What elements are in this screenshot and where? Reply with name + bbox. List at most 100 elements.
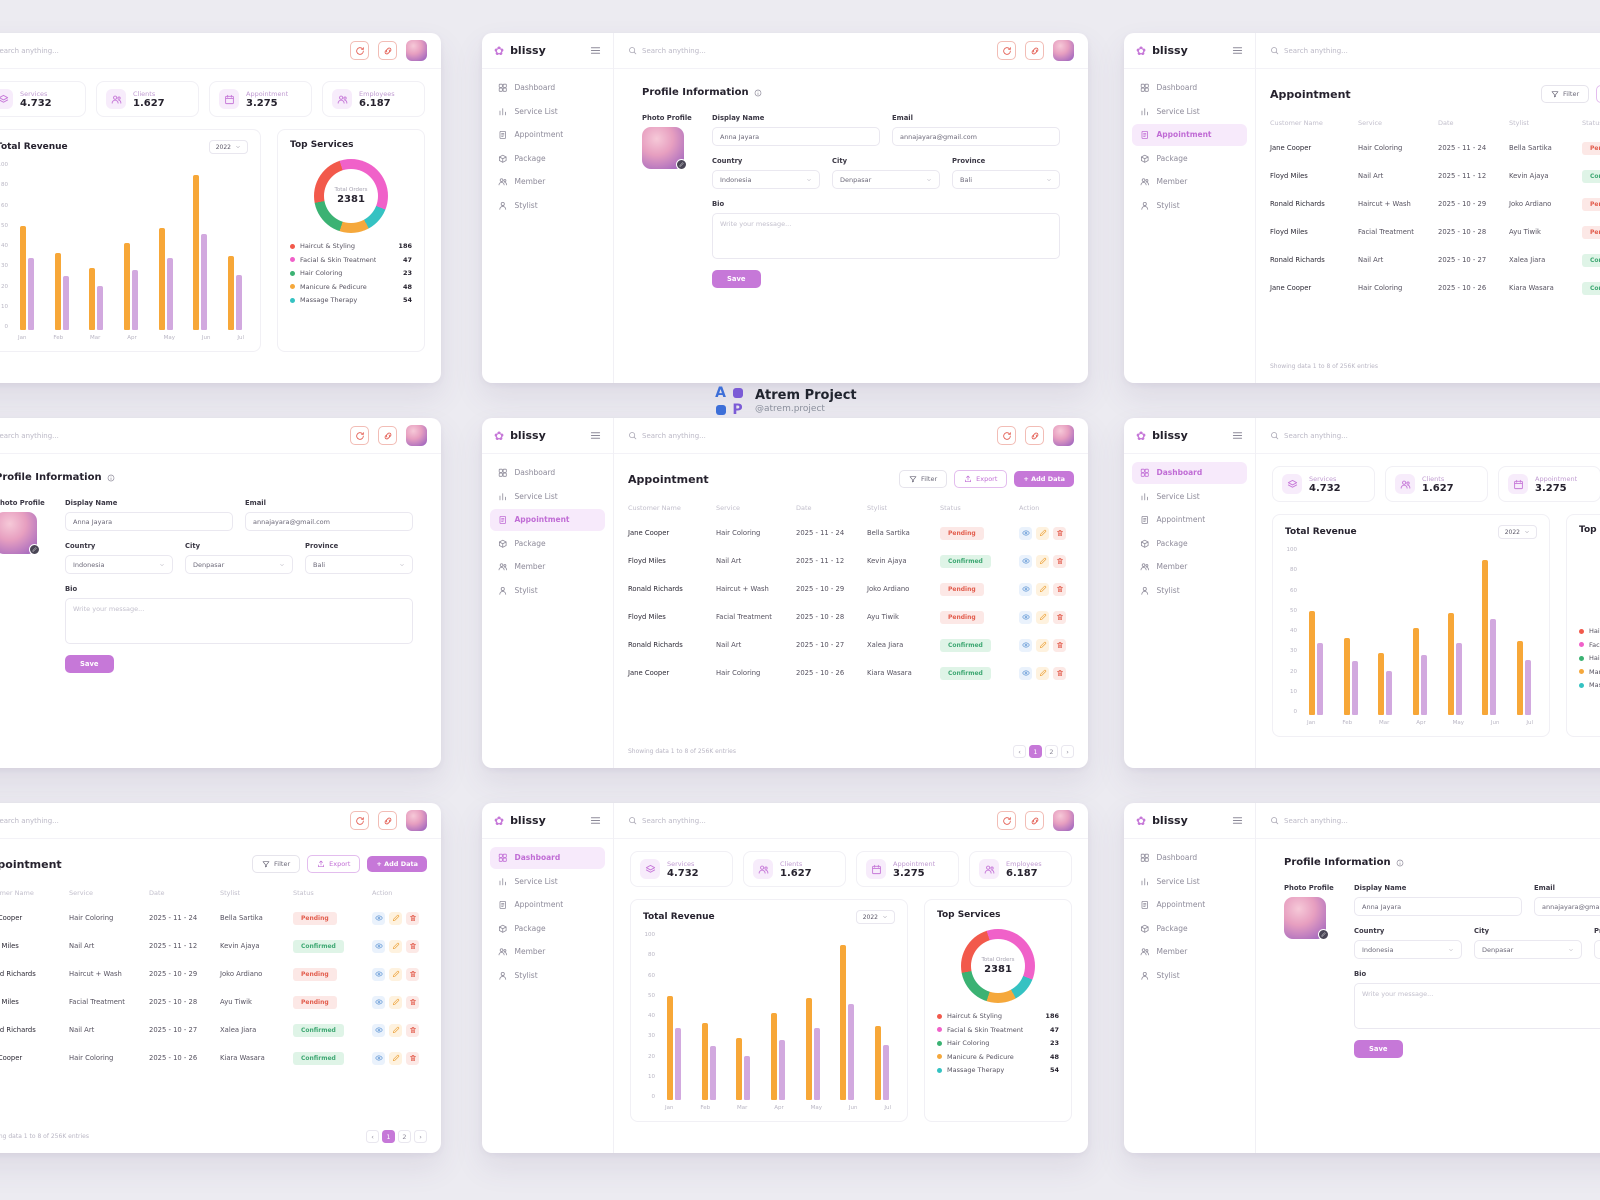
- refresh-button[interactable]: [350, 426, 369, 445]
- refresh-button[interactable]: [997, 41, 1016, 60]
- sidebar-item-appointment[interactable]: Appointment: [490, 509, 605, 531]
- view-button[interactable]: [372, 911, 385, 925]
- view-button[interactable]: [1019, 554, 1032, 568]
- edit-photo-button[interactable]: [29, 544, 40, 555]
- sidebar-item-service-list[interactable]: Service List: [1132, 101, 1247, 123]
- user-avatar[interactable]: [1053, 40, 1074, 61]
- export-button[interactable]: Export: [954, 470, 1008, 488]
- delete-button[interactable]: [406, 1023, 419, 1037]
- filter-button[interactable]: Filter: [899, 470, 948, 488]
- view-button[interactable]: [372, 1023, 385, 1037]
- page-prev[interactable]: ‹: [366, 1130, 379, 1143]
- sidebar-item-stylist[interactable]: Stylist: [1132, 965, 1247, 987]
- filter-button[interactable]: Filter: [252, 855, 301, 873]
- hamburger-menu-icon[interactable]: [1232, 430, 1243, 441]
- year-select[interactable]: 2022: [208, 140, 248, 154]
- delete-button[interactable]: [406, 939, 419, 953]
- search-input[interactable]: Search anything...: [1270, 816, 1600, 825]
- sidebar-item-stylist[interactable]: Stylist: [1132, 580, 1247, 602]
- link-button[interactable]: [1025, 811, 1044, 830]
- sidebar-item-dashboard[interactable]: Dashboard: [490, 462, 605, 484]
- year-select[interactable]: 2022: [1497, 525, 1537, 539]
- sidebar-item-service-list[interactable]: Service List: [490, 486, 605, 508]
- sidebar-item-member[interactable]: Member: [490, 556, 605, 578]
- page-next[interactable]: ›: [1061, 745, 1074, 758]
- sidebar-item-package[interactable]: Package: [490, 533, 605, 555]
- save-button[interactable]: Save: [65, 655, 114, 673]
- search-input[interactable]: Search anything...: [0, 431, 341, 440]
- sidebar-item-member[interactable]: Member: [490, 941, 605, 963]
- email-input[interactable]: annajayara@gmail.com: [1534, 897, 1600, 916]
- refresh-button[interactable]: [350, 41, 369, 60]
- sidebar-item-package[interactable]: Package: [1132, 148, 1247, 170]
- province-select[interactable]: Bali: [305, 555, 413, 574]
- sidebar-item-package[interactable]: Package: [1132, 918, 1247, 940]
- edit-button[interactable]: [1036, 582, 1049, 596]
- edit-button[interactable]: [1036, 666, 1049, 680]
- link-button[interactable]: [378, 426, 397, 445]
- filter-button[interactable]: Filter: [1541, 85, 1590, 103]
- hamburger-menu-icon[interactable]: [590, 45, 601, 56]
- search-input[interactable]: Search anything...: [0, 816, 341, 825]
- city-select[interactable]: Denpasar: [1474, 940, 1582, 959]
- profile-photo[interactable]: [642, 127, 687, 170]
- edit-button[interactable]: [389, 939, 402, 953]
- link-button[interactable]: [378, 41, 397, 60]
- display-name-input[interactable]: Anna Jayara: [65, 512, 233, 531]
- save-button[interactable]: Save: [712, 270, 761, 288]
- link-button[interactable]: [1025, 41, 1044, 60]
- delete-button[interactable]: [406, 1051, 419, 1065]
- sidebar-item-dashboard[interactable]: Dashboard: [1132, 462, 1247, 484]
- delete-button[interactable]: [1053, 666, 1066, 680]
- refresh-button[interactable]: [350, 811, 369, 830]
- display-name-input[interactable]: Anna Jayara: [1354, 897, 1522, 916]
- export-button[interactable]: Export: [1596, 85, 1600, 103]
- user-avatar[interactable]: [406, 40, 427, 61]
- view-button[interactable]: [372, 967, 385, 981]
- sidebar-item-dashboard[interactable]: Dashboard: [1132, 77, 1247, 99]
- sidebar-item-service-list[interactable]: Service List: [1132, 871, 1247, 893]
- display-name-input[interactable]: Anna Jayara: [712, 127, 880, 146]
- edit-button[interactable]: [389, 911, 402, 925]
- delete-button[interactable]: [1053, 554, 1066, 568]
- edit-photo-button[interactable]: [1318, 929, 1329, 940]
- city-select[interactable]: Denpasar: [185, 555, 293, 574]
- sidebar-item-stylist[interactable]: Stylist: [490, 195, 605, 217]
- hamburger-menu-icon[interactable]: [1232, 815, 1243, 826]
- add-data-button[interactable]: + Add Data: [367, 856, 427, 872]
- email-input[interactable]: annajayara@gmail.com: [245, 512, 413, 531]
- edit-button[interactable]: [1036, 554, 1049, 568]
- link-button[interactable]: [1025, 426, 1044, 445]
- edit-button[interactable]: [1036, 526, 1049, 540]
- user-avatar[interactable]: [406, 425, 427, 446]
- view-button[interactable]: [1019, 666, 1032, 680]
- search-input[interactable]: Search anything...: [0, 46, 341, 55]
- sidebar-item-member[interactable]: Member: [1132, 171, 1247, 193]
- sidebar-item-stylist[interactable]: Stylist: [490, 580, 605, 602]
- profile-photo[interactable]: [1284, 897, 1329, 940]
- sidebar-item-dashboard[interactable]: Dashboard: [490, 77, 605, 99]
- sidebar-item-appointment[interactable]: Appointment: [490, 894, 605, 916]
- link-button[interactable]: [378, 811, 397, 830]
- sidebar-item-service-list[interactable]: Service List: [490, 101, 605, 123]
- search-input[interactable]: Search anything...: [628, 431, 988, 440]
- export-button[interactable]: Export: [307, 855, 361, 873]
- edit-button[interactable]: [389, 1051, 402, 1065]
- year-select[interactable]: 2022: [855, 910, 895, 924]
- edit-button[interactable]: [389, 995, 402, 1009]
- sidebar-item-appointment[interactable]: Appointment: [1132, 894, 1247, 916]
- sidebar-item-stylist[interactable]: Stylist: [490, 965, 605, 987]
- user-avatar[interactable]: [1053, 425, 1074, 446]
- delete-button[interactable]: [1053, 638, 1066, 652]
- refresh-button[interactable]: [997, 426, 1016, 445]
- user-avatar[interactable]: [406, 810, 427, 831]
- edit-button[interactable]: [1036, 638, 1049, 652]
- delete-button[interactable]: [406, 967, 419, 981]
- sidebar-item-appointment[interactable]: Appointment: [1132, 509, 1247, 531]
- sidebar-item-package[interactable]: Package: [490, 148, 605, 170]
- page-2[interactable]: 2: [398, 1130, 411, 1143]
- sidebar-item-member[interactable]: Member: [1132, 556, 1247, 578]
- view-button[interactable]: [1019, 638, 1032, 652]
- view-button[interactable]: [1019, 610, 1032, 624]
- page-1[interactable]: 1: [382, 1130, 395, 1143]
